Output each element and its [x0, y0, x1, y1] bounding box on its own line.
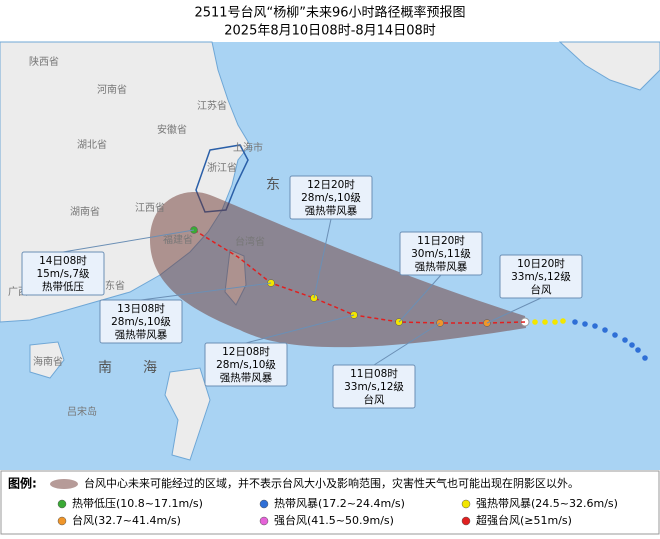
- map-label: 安徽省: [157, 123, 187, 136]
- past-track-point: [592, 323, 598, 329]
- callout-wind: 33m/s,12级: [511, 271, 571, 283]
- map-label: 河南省: [97, 83, 127, 96]
- map-title: 2511号台风“杨柳”未来96小时路径概率预报图: [194, 5, 465, 21]
- callout-leader: [313, 218, 332, 299]
- past-track-point: [635, 347, 641, 353]
- japan: [558, 41, 660, 91]
- legend-label: 强台风(41.5~50.9m/s): [274, 513, 394, 527]
- callout-wind: 28m/s,10级: [216, 359, 276, 371]
- map-label: 湖南省: [70, 205, 100, 218]
- legend-title: 图例:: [8, 476, 37, 491]
- callout-box: [289, 175, 373, 220]
- map-label: 湖北省: [77, 138, 107, 151]
- callout-leader: [486, 297, 542, 324]
- callout-leader: [398, 274, 442, 323]
- map-label: 南: [98, 360, 112, 376]
- callout-box: [399, 231, 483, 276]
- callout-category: 台风: [364, 393, 385, 406]
- map-label: 陕西省: [29, 55, 59, 68]
- luzon-island: [164, 367, 211, 461]
- legend-label: 台风(32.7~41.4m/s): [72, 513, 181, 527]
- callout-wind: 15m/s,7级: [36, 268, 90, 280]
- map-subtitle: 2025年8月10日08时-8月14日08时: [224, 24, 436, 39]
- callout-category: 强热带风暴: [220, 371, 273, 384]
- legend-label: 热带风暴(17.2~24.4m/s): [274, 497, 405, 510]
- callout-category: 强热带风暴: [305, 204, 358, 217]
- legend-swatch: [259, 516, 269, 526]
- past-track-point: [560, 318, 566, 324]
- past-track-point: [572, 319, 578, 325]
- callout-box: [499, 254, 583, 299]
- callout-leader: [62, 229, 195, 253]
- past-track-point: [629, 342, 635, 348]
- probability-cone: [150, 192, 526, 348]
- past-track-point: [552, 319, 558, 325]
- map-label: 浙江省: [207, 161, 237, 174]
- past-track-point: [612, 332, 618, 338]
- callout-box: [332, 364, 416, 409]
- past-track-point: [622, 337, 628, 343]
- map-label: 吕宋岛: [67, 405, 97, 418]
- callout-box: [99, 299, 183, 344]
- callout-time: 10日20时: [517, 258, 565, 270]
- legend-label: 超强台风(≥51m/s): [476, 513, 572, 527]
- callout-box: [21, 251, 105, 296]
- callout-wind: 28m/s,10级: [301, 192, 361, 204]
- legend-swatch: [57, 499, 67, 509]
- past-track-point: [642, 355, 648, 361]
- callout-time: 11日20时: [417, 235, 465, 247]
- forecast-callouts: 10日20时33m/s,12级台风11日08时33m/s,12级台风11日20时…: [21, 175, 583, 409]
- legend-items: 热带低压(10.8~17.1m/s) 热带风暴(17.2~24.4m/s) 强热带风…: [57, 497, 618, 527]
- callout-leader: [245, 314, 355, 344]
- callout-time: 14日08时: [39, 255, 87, 267]
- callout-box: [204, 342, 288, 387]
- legend-swatch: [461, 516, 471, 526]
- map-label: 海南省: [33, 355, 63, 368]
- past-track-point: [602, 327, 608, 333]
- map-label: 江苏省: [197, 99, 227, 112]
- callout-time: 12日20时: [307, 179, 355, 191]
- callout-category: 台风: [531, 283, 552, 296]
- map-label: 江西省: [135, 201, 165, 214]
- callout-wind: 33m/s,12级: [344, 381, 404, 393]
- legend-swatch: [57, 516, 67, 526]
- past-track-point: [542, 319, 548, 325]
- callout-wind: 28m/s,10级: [111, 316, 171, 328]
- map-label: 海: [143, 360, 157, 376]
- callout-category: 热带低压: [42, 280, 84, 293]
- legend-cone-swatch: [50, 479, 78, 489]
- callout-wind: 30m/s,11级: [411, 248, 471, 260]
- legend-label: 热带低压(10.8~17.1m/s): [72, 497, 203, 510]
- callout-leader: [140, 282, 272, 301]
- callout-leader: [373, 322, 441, 366]
- map-label: 东: [266, 177, 280, 193]
- callout-category: 强热带风暴: [115, 328, 168, 341]
- legend-box: [0, 470, 660, 535]
- map-label: 上海市: [233, 141, 263, 154]
- hainan-island: [29, 341, 65, 379]
- callout-time: 13日08时: [117, 303, 165, 315]
- legend-swatch: [259, 499, 269, 509]
- callout-category: 强热带风暴: [415, 260, 468, 273]
- callout-time: 12日08时: [222, 346, 270, 358]
- map-label: 福建省: [163, 233, 193, 246]
- callout-time: 11日08时: [350, 368, 398, 380]
- past-track-point: [582, 321, 588, 327]
- legend-cone-note: 台风中心未来可能经过的区域，并不表示台风大小及影响范围，灾害性天气也可能出现在阴…: [84, 476, 579, 490]
- past-track-point: [532, 319, 538, 325]
- legend-swatch: [461, 499, 471, 509]
- map-label: 台湾省: [235, 235, 265, 248]
- legend-label: 强热带风暴(24.5~32.6m/s): [476, 497, 618, 510]
